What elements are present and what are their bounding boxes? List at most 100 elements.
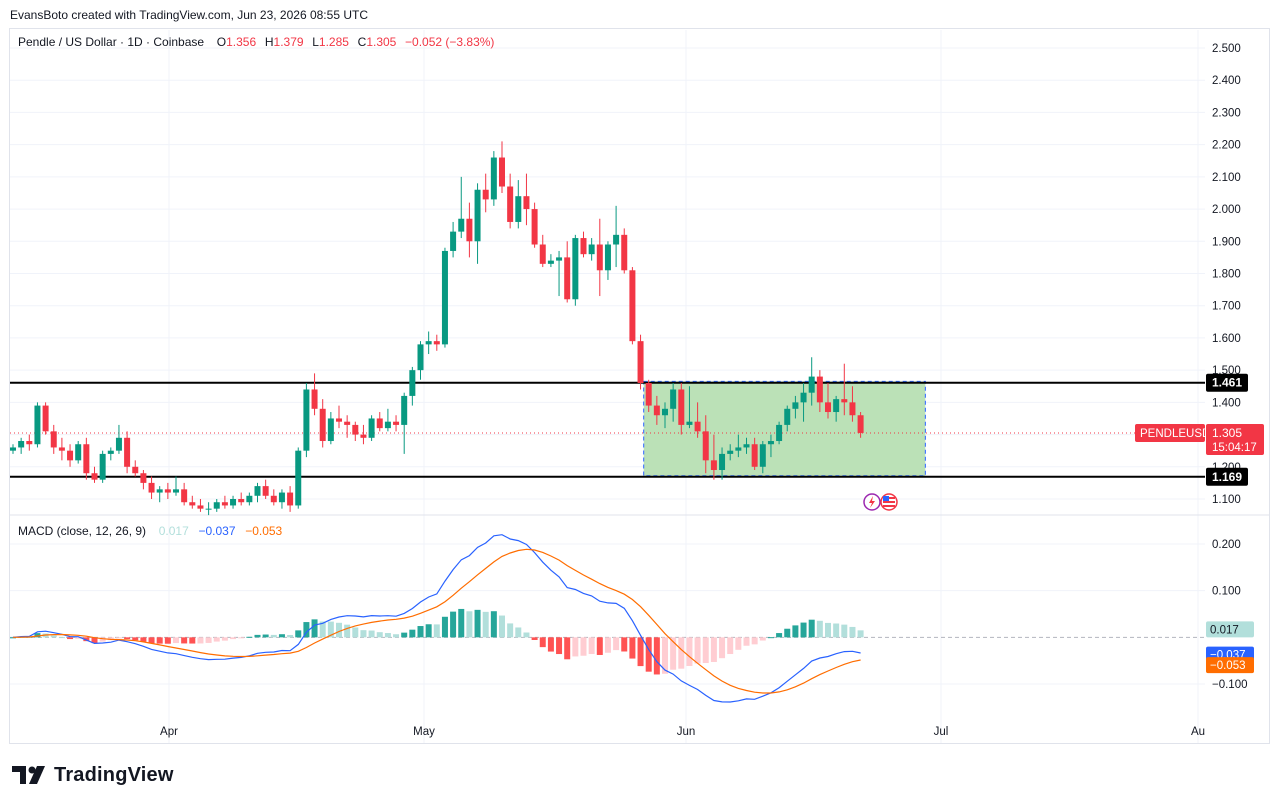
macd-signal-value: −0.053 xyxy=(245,524,283,538)
macd-histogram-bar xyxy=(825,622,831,638)
candle xyxy=(352,424,359,435)
candle xyxy=(425,341,432,345)
macd-histogram-bar xyxy=(629,637,636,659)
macd-histogram-bar xyxy=(751,637,758,645)
macd-histogram-bar xyxy=(433,624,440,638)
macd-histogram-bar xyxy=(140,637,147,642)
lightning-icon[interactable] xyxy=(863,493,881,511)
last-price-badge xyxy=(1206,423,1264,455)
macd-indicator-name[interactable]: MACD (close, 12, 26, 9) xyxy=(18,524,147,538)
macd-histogram-bar xyxy=(637,637,644,667)
macd-histogram-bar xyxy=(670,637,677,670)
macd-histogram-bar xyxy=(808,619,815,638)
macd-tick-label: −0.100 xyxy=(1212,679,1248,691)
macd-histogram-bar xyxy=(164,637,171,644)
macd-histogram-bar xyxy=(393,634,400,638)
price-tick-label: 2.400 xyxy=(1212,75,1241,87)
candle xyxy=(816,376,823,403)
price-tick-label: 2.200 xyxy=(1212,140,1241,152)
macd-histogram-bar xyxy=(735,637,742,650)
macd-histogram-bar xyxy=(270,634,277,638)
time-tick-label: May xyxy=(413,726,435,738)
macd-histogram-bar xyxy=(246,636,253,638)
candle xyxy=(547,260,554,264)
low-value: 1.285 xyxy=(318,35,349,49)
level-badge-label: 1.169 xyxy=(1212,470,1242,484)
macd-histogram-bar xyxy=(10,637,16,639)
macd-tick-label: 0.100 xyxy=(1212,586,1241,598)
candle xyxy=(417,344,424,371)
high-label: H xyxy=(264,35,274,49)
macd-histogram-bar xyxy=(441,616,448,638)
us-flag-icon[interactable] xyxy=(880,493,898,511)
macd-histogram-bar xyxy=(124,637,131,640)
candle xyxy=(556,257,563,261)
macd-histogram-bar xyxy=(523,632,530,638)
candle xyxy=(857,415,864,433)
macd-histogram-bar xyxy=(710,637,717,662)
candle xyxy=(181,489,188,503)
candle xyxy=(499,157,505,187)
macd-histogram-bar xyxy=(409,629,416,638)
macd-histogram-bar xyxy=(531,637,538,640)
macd-histogram-bar xyxy=(694,637,701,664)
candle xyxy=(376,418,383,429)
macd-histogram-bar xyxy=(425,624,432,638)
macd-histogram-bar xyxy=(833,623,840,638)
candle xyxy=(588,244,595,255)
macd-line xyxy=(12,534,861,703)
macd-histogram-bar xyxy=(197,637,204,644)
created-note: EvansBoto created with TradingView.com, … xyxy=(10,8,368,22)
candle xyxy=(10,447,16,451)
candle xyxy=(132,466,139,474)
macd-hist-value: 0.017 xyxy=(158,524,189,538)
level-badge-label: 1.461 xyxy=(1212,376,1242,390)
macd-histogram-bar xyxy=(547,637,554,652)
price-tick-label: 1.400 xyxy=(1212,397,1241,409)
candle xyxy=(670,389,677,409)
macd-histogram-bar xyxy=(621,637,628,652)
price-tick-label: 1.800 xyxy=(1212,269,1241,281)
price-tick-label: 2.100 xyxy=(1212,172,1241,184)
candle xyxy=(686,421,693,425)
candle xyxy=(751,444,758,467)
candle xyxy=(173,489,179,493)
signal-line xyxy=(12,548,861,694)
tradingview-footer[interactable]: TradingView xyxy=(12,763,174,787)
close-value: 1.305 xyxy=(366,35,397,49)
macd-histogram-bar xyxy=(743,637,750,646)
macd-tick-label: 0.200 xyxy=(1212,539,1241,551)
price-tick-label: 2.500 xyxy=(1212,43,1241,55)
candle xyxy=(254,486,261,496)
candle xyxy=(637,341,644,384)
chart-frame[interactable] xyxy=(9,28,1270,744)
macd-hist-badge xyxy=(1206,621,1254,638)
candle xyxy=(91,473,98,480)
symbol-name[interactable]: Pendle / US Dollar · 1D · Coinbase xyxy=(18,35,205,49)
candle xyxy=(458,218,465,232)
macd-histogram-bar xyxy=(360,630,367,638)
symbol-legend: Pendle / US Dollar · 1D · Coinbase O1.35… xyxy=(18,35,494,49)
candle xyxy=(808,376,815,393)
candle xyxy=(197,505,204,509)
macd-histogram-bar xyxy=(482,611,489,638)
candle xyxy=(433,341,440,345)
macd-histogram-bar xyxy=(662,637,668,674)
macd-histogram-bar xyxy=(417,626,424,638)
macd-histogram-bar xyxy=(238,637,245,639)
macd-histogram-bar xyxy=(719,637,726,659)
candle xyxy=(482,189,489,200)
countdown-label: 15:04:17 xyxy=(1212,442,1257,454)
time-tick-label: Jul xyxy=(934,726,949,738)
candle xyxy=(441,250,448,345)
macd-histogram-bar xyxy=(221,637,228,641)
price-axis: 2.500 2.400 2.300 2.200 2.100 2.000 1.900 1.800… xyxy=(1212,43,1248,691)
macd-pane xyxy=(10,534,864,703)
macd-histogram-bar xyxy=(572,637,579,657)
candle xyxy=(621,234,628,271)
macd-histogram-bar xyxy=(189,637,196,644)
candle xyxy=(18,441,25,448)
candle xyxy=(507,186,514,222)
candle xyxy=(262,486,269,496)
